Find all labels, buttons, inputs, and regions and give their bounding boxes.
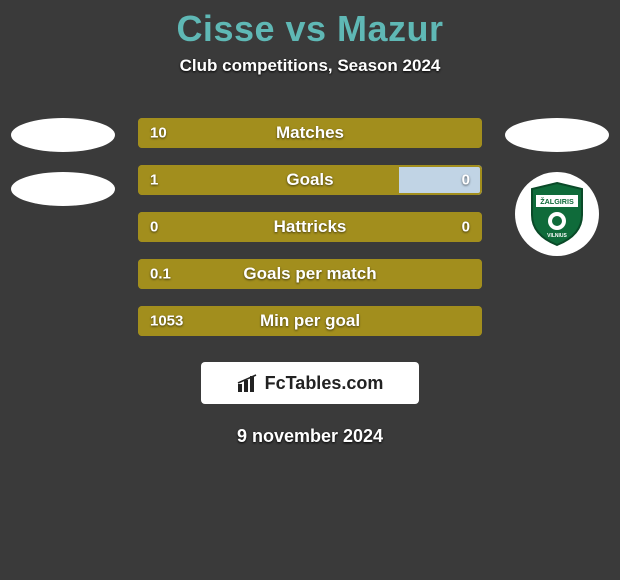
player-left-marker-1	[11, 118, 115, 152]
stat-label: Min per goal	[260, 311, 360, 331]
stat-row: Min per goal 1053	[138, 306, 482, 336]
stat-row: Goals per match 0.1	[138, 259, 482, 289]
page-title: Cisse vs Mazur	[0, 0, 620, 50]
player-right-marker	[505, 118, 609, 152]
fctables-logo: FcTables.com	[201, 362, 419, 404]
stat-value-left: 1	[150, 172, 158, 189]
stat-value-left: 0.1	[150, 266, 171, 283]
stat-label: Hattricks	[274, 217, 347, 237]
bar-chart-icon	[237, 374, 259, 392]
stat-value-left: 1053	[150, 313, 183, 330]
stat-label: Goals per match	[243, 264, 376, 284]
fctables-logo-text: FcTables.com	[265, 373, 384, 394]
stat-label: Matches	[276, 123, 344, 143]
player-left-marker-2	[11, 172, 115, 206]
stat-row: Hattricks 0 0	[138, 212, 482, 242]
stat-row: Goals 1 0	[138, 165, 482, 195]
svg-text:ŽALGIRIS: ŽALGIRIS	[540, 197, 574, 206]
player-right-column: ŽALGIRIS VILNIUS	[502, 118, 612, 256]
stat-value-right: 0	[462, 219, 470, 236]
stat-row: Matches 10	[138, 118, 482, 148]
stat-value-left: 0	[150, 219, 158, 236]
player-left-column	[8, 118, 118, 206]
stat-label: Goals	[286, 170, 333, 190]
stat-value-left: 10	[150, 125, 167, 142]
player-right-club-badge: ŽALGIRIS VILNIUS	[515, 172, 599, 256]
date-text: 9 november 2024	[0, 426, 620, 447]
stat-value-right: 0	[462, 172, 470, 189]
zalgiris-shield-icon: ŽALGIRIS VILNIUS	[528, 181, 586, 247]
page-subtitle: Club competitions, Season 2024	[0, 56, 620, 76]
svg-text:VILNIUS: VILNIUS	[547, 233, 567, 239]
